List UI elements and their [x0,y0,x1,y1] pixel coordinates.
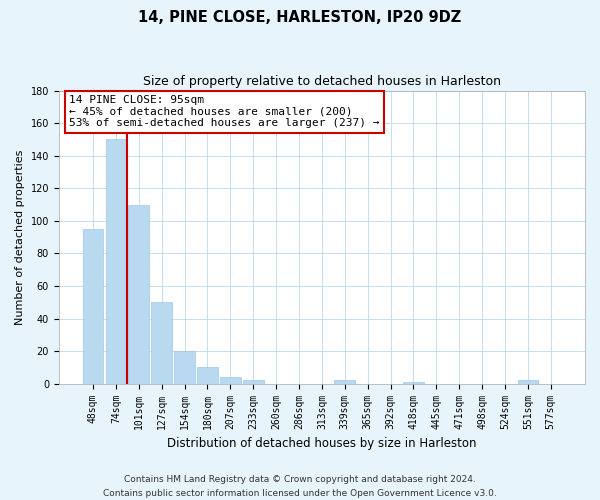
Bar [151,302,172,384]
Bar [403,382,424,384]
Bar [334,380,355,384]
Y-axis label: Number of detached properties: Number of detached properties [15,150,25,325]
Bar [197,368,218,384]
Title: Size of property relative to detached houses in Harleston: Size of property relative to detached ho… [143,75,501,88]
Bar [106,140,126,384]
X-axis label: Distribution of detached houses by size in Harleston: Distribution of detached houses by size … [167,437,476,450]
Bar [220,377,241,384]
Text: Contains HM Land Registry data © Crown copyright and database right 2024.
Contai: Contains HM Land Registry data © Crown c… [103,476,497,498]
Bar [243,380,263,384]
Bar [83,229,103,384]
Bar [518,380,538,384]
Bar [128,204,149,384]
Text: 14 PINE CLOSE: 95sqm
← 45% of detached houses are smaller (200)
53% of semi-deta: 14 PINE CLOSE: 95sqm ← 45% of detached h… [70,95,380,128]
Text: 14, PINE CLOSE, HARLESTON, IP20 9DZ: 14, PINE CLOSE, HARLESTON, IP20 9DZ [139,10,461,25]
Bar [174,351,195,384]
